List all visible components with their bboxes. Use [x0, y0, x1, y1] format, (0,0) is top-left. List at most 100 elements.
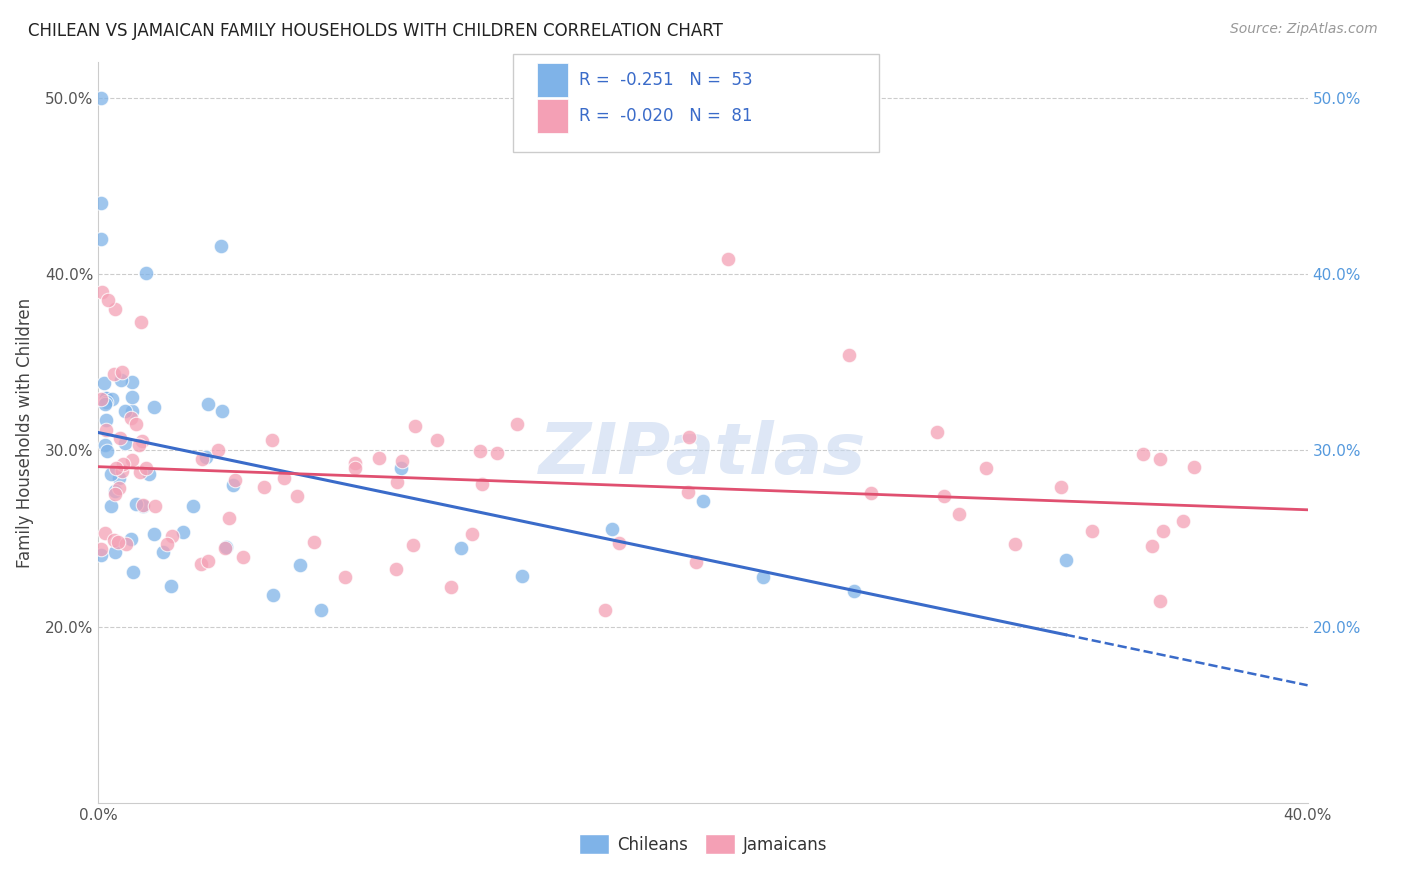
Point	[678, 430, 700, 444]
Point	[172, 524, 194, 539]
Point	[90, 91, 112, 105]
Point	[506, 417, 529, 431]
Point	[195, 450, 218, 465]
Point	[367, 450, 389, 465]
Point	[120, 532, 142, 546]
Point	[218, 511, 240, 525]
Point	[838, 348, 860, 362]
Legend: Chileans, Jamaicans: Chileans, Jamaicans	[572, 828, 834, 861]
Point	[485, 446, 508, 460]
Text: R =  -0.251   N =  53: R = -0.251 N = 53	[579, 71, 752, 89]
Point	[224, 473, 246, 487]
Point	[121, 566, 143, 580]
Point	[1182, 459, 1205, 474]
Text: CHILEAN VS JAMAICAN FAMILY HOUSEHOLDS WITH CHILDREN CORRELATION CHART: CHILEAN VS JAMAICAN FAMILY HOUSEHOLDS WI…	[28, 22, 723, 40]
Point	[107, 482, 129, 496]
Point	[100, 467, 122, 482]
Point	[108, 431, 131, 445]
Point	[160, 578, 183, 592]
Point	[103, 533, 125, 547]
Point	[1140, 540, 1163, 554]
Point	[207, 442, 229, 457]
Point	[197, 554, 219, 568]
Point	[402, 538, 425, 552]
Point	[100, 392, 122, 406]
Point	[94, 423, 117, 437]
Point	[974, 460, 997, 475]
Point	[692, 493, 714, 508]
Point	[110, 373, 132, 387]
Text: Source: ZipAtlas.com: Source: ZipAtlas.com	[1230, 22, 1378, 37]
Point	[181, 500, 204, 514]
Point	[104, 302, 127, 317]
Point	[288, 558, 311, 572]
Point	[232, 549, 254, 564]
Point	[96, 395, 118, 409]
Point	[94, 412, 117, 426]
Point	[344, 461, 367, 475]
Point	[104, 486, 127, 500]
Point	[1132, 447, 1154, 461]
Point	[111, 365, 134, 379]
Text: R =  -0.020   N =  81: R = -0.020 N = 81	[579, 107, 752, 125]
Point	[273, 471, 295, 485]
Point	[129, 315, 152, 329]
Point	[385, 475, 408, 489]
Point	[285, 489, 308, 503]
Point	[1152, 524, 1174, 538]
Point	[152, 545, 174, 559]
Point	[595, 603, 617, 617]
Point	[121, 375, 143, 389]
Point	[717, 252, 740, 266]
Point	[510, 568, 533, 582]
Point	[90, 542, 112, 557]
Point	[1149, 452, 1171, 467]
Point	[131, 434, 153, 448]
Point	[132, 499, 155, 513]
Point	[108, 471, 131, 485]
Point	[128, 438, 150, 452]
Point	[110, 464, 132, 478]
Point	[209, 239, 232, 253]
Point	[143, 526, 166, 541]
Point	[124, 417, 146, 432]
Point	[160, 529, 183, 543]
Point	[468, 444, 491, 458]
Point	[97, 293, 120, 308]
Point	[197, 397, 219, 411]
Point	[121, 390, 143, 404]
Point	[602, 522, 624, 536]
Point	[191, 451, 214, 466]
Point	[93, 438, 115, 452]
Point	[90, 196, 112, 211]
Point	[389, 461, 412, 475]
Point	[90, 232, 112, 246]
Point	[391, 454, 413, 468]
Point	[471, 477, 494, 491]
Point	[90, 392, 112, 407]
Point	[93, 391, 115, 405]
Text: ZIPatlas: ZIPatlas	[540, 420, 866, 490]
Point	[114, 404, 136, 418]
Point	[925, 425, 948, 439]
Point	[121, 453, 143, 467]
Point	[461, 526, 484, 541]
Point	[125, 497, 148, 511]
Point	[1081, 524, 1104, 538]
Point	[90, 285, 112, 299]
Point	[752, 569, 775, 583]
Point	[104, 461, 127, 475]
Point	[426, 433, 449, 447]
Point	[114, 537, 136, 551]
Point	[121, 404, 143, 418]
Point	[107, 535, 129, 549]
Point	[676, 484, 699, 499]
Point	[138, 467, 160, 481]
Point	[143, 499, 166, 513]
Point	[685, 556, 707, 570]
Point	[302, 534, 325, 549]
Point	[607, 535, 630, 549]
Y-axis label: Family Households with Children: Family Households with Children	[15, 298, 34, 567]
Point	[143, 400, 166, 414]
Point	[844, 584, 866, 599]
